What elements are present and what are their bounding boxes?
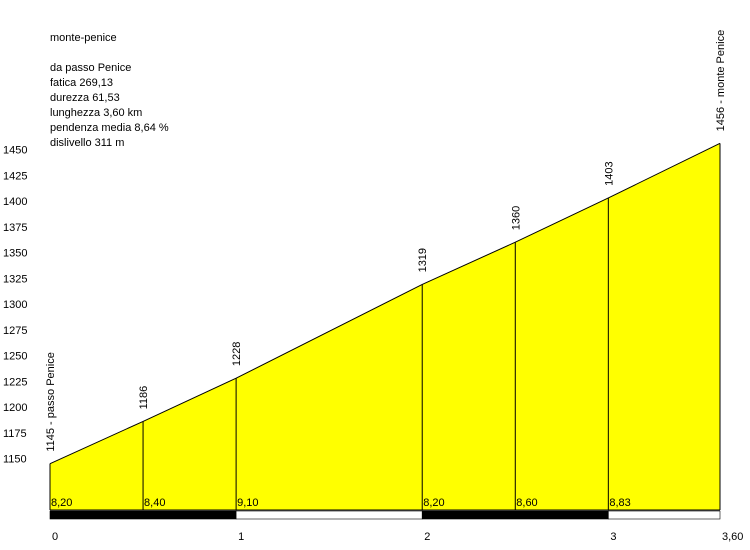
y-tick-label: 1375 <box>3 222 27 234</box>
y-tick-label: 1275 <box>3 325 27 337</box>
x-tick-label: 1 <box>238 531 244 543</box>
gradient-label: 8,40 <box>144 497 165 509</box>
info-line: lunghezza 3,60 km <box>50 107 142 119</box>
x-tick-label: 3,60 <box>722 531 743 543</box>
scale-band <box>49 510 237 520</box>
point-label: 1319 <box>417 248 429 272</box>
gradient-label: 8,20 <box>51 497 72 509</box>
gradient-label: 8,20 <box>423 497 444 509</box>
info-line: da passo Penice <box>50 62 131 74</box>
info-line: durezza 61,53 <box>50 92 120 104</box>
y-tick-label: 1325 <box>3 273 27 285</box>
gradient-label: 8,83 <box>609 497 630 509</box>
scale-band <box>421 510 609 520</box>
y-tick-label: 1425 <box>3 170 27 182</box>
scale-band <box>608 510 721 520</box>
profile-area <box>50 143 720 510</box>
info-line: dislivello 311 m <box>50 137 124 149</box>
y-tick-label: 1175 <box>3 428 27 440</box>
y-tick-label: 1200 <box>3 402 27 414</box>
x-tick-label: 2 <box>424 531 430 543</box>
y-tick-label: 1225 <box>3 376 27 388</box>
y-tick-label: 1350 <box>3 248 27 260</box>
y-tick-label: 1150 <box>3 454 27 466</box>
scale-band <box>235 510 423 520</box>
point-label: 1360 <box>510 206 522 230</box>
y-tick-label: 1400 <box>3 196 27 208</box>
x-tick-label: 3 <box>610 531 616 543</box>
y-tick-label: 1250 <box>3 351 27 363</box>
gradient-label: 8,60 <box>516 497 537 509</box>
point-label: 1186 <box>138 386 150 410</box>
gradient-label: 9,10 <box>237 497 258 509</box>
y-tick-label: 1300 <box>3 299 27 311</box>
point-label: 1145 - passo Penice <box>45 352 57 451</box>
point-label: 1403 <box>603 161 615 185</box>
x-tick-label: 0 <box>52 531 58 543</box>
info-line: pendenza media 8,64 % <box>50 122 169 134</box>
y-tick-label: 1450 <box>3 145 27 157</box>
info-line: fatica 269,13 <box>50 77 113 89</box>
point-label: 1456 - monte Penice <box>715 30 727 132</box>
point-label: 1228 <box>231 342 243 366</box>
chart-title: monte-penice <box>50 32 117 44</box>
